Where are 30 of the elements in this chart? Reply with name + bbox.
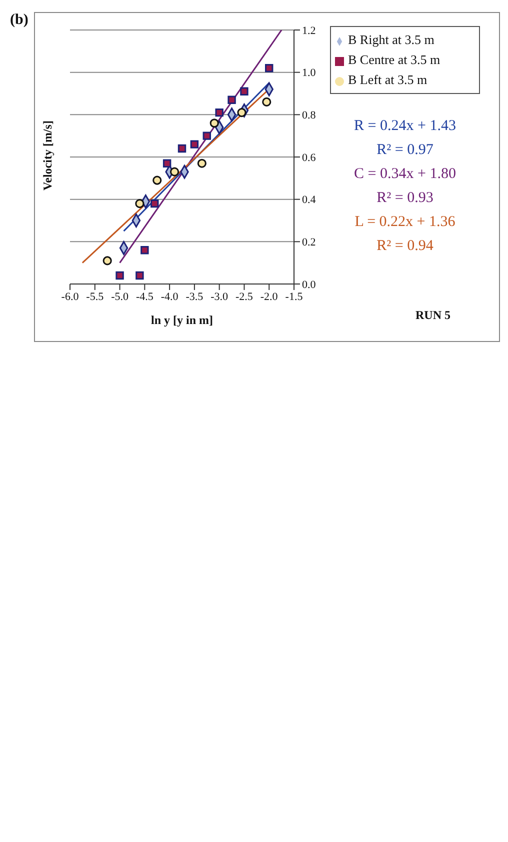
text: C = 0.34x + 1.80 xyxy=(353,166,457,183)
text: R² = 0.93 xyxy=(376,190,434,207)
x-tick-label: -2.0 xyxy=(260,290,278,303)
text: R² = 0.94 xyxy=(376,238,434,255)
x-axis-title: ln y [y in m] xyxy=(150,313,214,327)
x-tick-label: -2.5 xyxy=(236,290,254,303)
legend-label: B Right at 3.5 m xyxy=(348,32,434,47)
legend-label: B Left at 3.5 m xyxy=(348,72,428,87)
x-tick-label: -6.0 xyxy=(61,290,80,303)
y-tick-label: 0.4 xyxy=(302,194,316,206)
y-tick-label: 0.8 xyxy=(302,110,316,122)
x-tick-label: -3.5 xyxy=(186,290,204,303)
y-tick-label: 0.0 xyxy=(302,278,316,291)
y-tick-label: 0.6 xyxy=(302,152,316,164)
y-tick-label: 1.0 xyxy=(302,67,316,80)
text: RUN 5 xyxy=(414,308,452,323)
x-tick-label: -4.0 xyxy=(160,290,179,303)
y-axis-title: Velocity [m/s] xyxy=(40,120,56,192)
text: R = 0.24x + 1.43 xyxy=(353,118,457,135)
legend-label: B Centre at 3.5 m xyxy=(348,52,440,67)
x-tick-label: -5.5 xyxy=(86,290,104,303)
x-tick-label: -1.5 xyxy=(285,290,304,303)
x-tick-label: -3.0 xyxy=(210,290,229,303)
y-tick-label: 0.2 xyxy=(302,236,316,249)
x-tick-label: -5.0 xyxy=(111,290,129,303)
y-tick-label: 1.2 xyxy=(302,24,316,37)
text: (b) xyxy=(10,12,28,29)
text: R² = 0.97 xyxy=(376,142,434,159)
x-tick-label: -4.5 xyxy=(136,290,154,303)
text: L = 0.22x + 1.36 xyxy=(354,214,456,231)
